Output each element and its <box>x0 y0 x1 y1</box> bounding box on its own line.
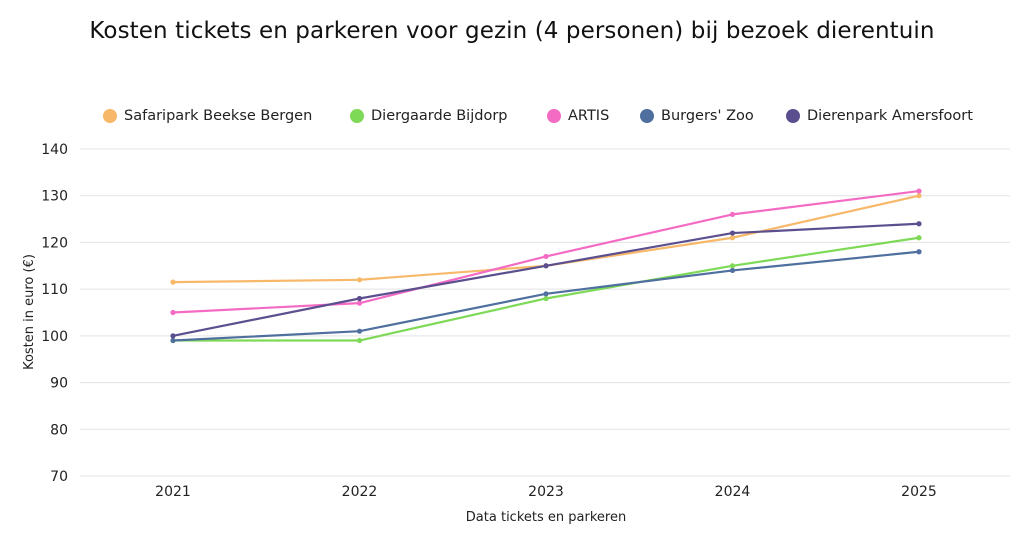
data-point-1-2[interactable] <box>543 295 549 302</box>
chart-legend: Safaripark Beekse Bergen Diergaarde Bijd… <box>0 108 1024 132</box>
data-point-2-3[interactable] <box>729 211 736 217</box>
y-tick-label: 140 <box>41 142 68 158</box>
x-tick-label: 2023 <box>528 484 564 500</box>
grid-lines <box>80 148 1010 477</box>
y-tick-label: 80 <box>50 422 68 438</box>
y-tick-label: 100 <box>41 329 68 345</box>
data-point-1-3[interactable] <box>729 263 736 269</box>
y-tick-label: 110 <box>41 282 68 298</box>
data-point-2-1[interactable] <box>356 300 363 306</box>
series-line-0[interactable] <box>172 194 920 284</box>
data-point-2-2[interactable] <box>543 253 549 260</box>
legend-swatch-artis <box>547 109 561 123</box>
data-point-0-1[interactable] <box>356 277 363 283</box>
legend-item-amersfoort[interactable]: Dierenpark Amersfoort <box>786 108 973 124</box>
data-point-0-4[interactable] <box>916 193 922 199</box>
data-point-4-3[interactable] <box>729 230 736 236</box>
data-point-3-1[interactable] <box>356 328 363 334</box>
legend-swatch-bijdorp <box>350 109 364 123</box>
legend-swatch-amersfoort <box>786 109 800 123</box>
y-tick-label: 70 <box>50 469 68 485</box>
x-tick-label: 2022 <box>342 484 378 500</box>
data-point-4-2[interactable] <box>543 263 549 269</box>
legend-label-burgers: Burgers' Zoo <box>661 108 754 124</box>
y-tick-label: 120 <box>41 235 68 251</box>
x-axis-ticks: 2021 2022 2023 2024 2025 <box>155 484 937 500</box>
legend-item-safaripark[interactable]: Safaripark Beekse Bergen <box>103 108 312 124</box>
legend-swatch-safaripark <box>103 109 117 123</box>
legend-label-amersfoort: Dierenpark Amersfoort <box>807 108 973 124</box>
data-point-1-1[interactable] <box>356 337 363 344</box>
y-tick-label: 130 <box>41 189 68 205</box>
series-lines <box>170 188 922 344</box>
legend-item-burgers[interactable]: Burgers' Zoo <box>640 108 754 124</box>
data-point-2-4[interactable] <box>916 188 922 194</box>
data-point-3-0[interactable] <box>170 337 176 344</box>
legend-label-artis: ARTIS <box>568 108 610 124</box>
legend-label-safaripark: Safaripark Beekse Bergen <box>124 108 313 124</box>
data-point-4-1[interactable] <box>356 295 363 302</box>
data-point-3-2[interactable] <box>543 291 549 297</box>
data-point-0-0[interactable] <box>170 279 176 285</box>
x-tick-label: 2021 <box>155 484 191 500</box>
legend-item-bijdorp[interactable]: Diergaarde Bijdorp <box>350 108 507 124</box>
data-point-2-0[interactable] <box>170 309 176 316</box>
x-axis-label: Data tickets en parkeren <box>466 510 626 525</box>
x-tick-label: 2024 <box>715 484 751 500</box>
data-point-3-4[interactable] <box>916 249 922 255</box>
data-point-0-3[interactable] <box>729 235 736 241</box>
y-axis-label: Kosten in euro (€) <box>22 254 37 370</box>
x-tick-label: 2025 <box>901 484 937 500</box>
data-point-1-4[interactable] <box>916 235 922 241</box>
chart-title: Kosten tickets en parkeren voor gezin (4… <box>89 18 935 44</box>
y-axis-ticks: 140 130 120 110 100 90 80 70 <box>41 142 68 485</box>
legend-swatch-burgers <box>640 109 654 123</box>
data-point-3-3[interactable] <box>729 267 736 274</box>
data-point-4-4[interactable] <box>916 221 922 227</box>
legend-label-bijdorp: Diergaarde Bijdorp <box>371 108 508 124</box>
y-tick-label: 90 <box>50 376 68 392</box>
data-point-4-0[interactable] <box>170 333 176 339</box>
legend-item-artis[interactable]: ARTIS <box>547 108 609 124</box>
